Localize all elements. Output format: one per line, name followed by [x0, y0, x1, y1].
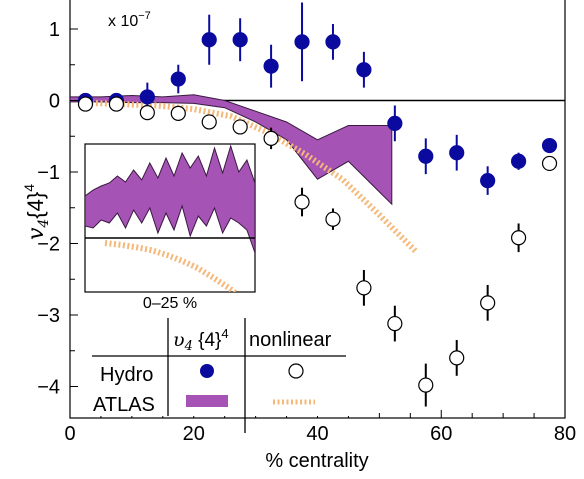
nonlinear-point: [232, 119, 248, 135]
atlas-band: [70, 94, 393, 206]
nonlinear-point: [201, 114, 217, 130]
nonlinear-series: [77, 96, 558, 407]
hydro-point: [201, 32, 217, 48]
hydro-point: [232, 32, 248, 48]
nonlinear-point: [510, 230, 527, 246]
legend-row-atlas: ATLAS: [93, 394, 155, 416]
legend-nonlinear-marker: [288, 363, 304, 379]
hydro-point: [325, 34, 341, 50]
y-tick-label: −2: [37, 234, 60, 256]
hydro-point: [510, 153, 527, 169]
y-tick-label: −3: [37, 305, 60, 327]
y-tick-label: −1: [37, 162, 60, 184]
nonlinear-point: [139, 105, 155, 121]
x-tick-label: 20: [183, 423, 205, 445]
nonlinear-point: [294, 194, 310, 210]
nonlinear-point: [418, 377, 434, 393]
legend-header-nonlinear: nonlinear: [249, 329, 332, 351]
x-tick-label: 0: [64, 423, 75, 445]
nonlinear-point: [170, 105, 186, 121]
y-tick-label: 1: [49, 19, 60, 41]
nonlinear-point: [449, 350, 465, 366]
hydro-point: [139, 89, 155, 105]
x-tick-label: 60: [430, 423, 452, 445]
nonlinear-point: [325, 211, 341, 227]
x-axis-title: % centrality: [265, 450, 368, 472]
legend-row-hydro: Hydro: [100, 364, 153, 386]
inset-plot: [85, 144, 255, 292]
inset-nonlinear-curve: [104, 240, 240, 292]
nonlinear-point: [480, 295, 496, 311]
inset-label: 0–25 %: [143, 295, 197, 312]
inset-band-area: [85, 144, 255, 254]
nonlinear-point: [77, 96, 94, 112]
x-tick-label: 80: [554, 423, 576, 445]
hydro-point: [294, 34, 310, 50]
nonlinear-point: [356, 280, 372, 296]
hydro-point: [480, 172, 496, 189]
legend-hydro-marker: [200, 364, 214, 378]
y-tick-label: 0: [49, 91, 60, 113]
atlas-band-area: [70, 94, 393, 206]
hydro-point: [387, 115, 403, 131]
legend: υ4 {4}4 nonlinear Hydro ATLAS: [92, 316, 354, 433]
nonlinear-point: [541, 155, 558, 172]
nonlinear-point: [387, 315, 403, 332]
x-tick-label: 40: [306, 423, 328, 445]
y-tick-label: −4: [37, 377, 60, 399]
y-axis-title: v4{4}4: [21, 184, 52, 240]
hydro-point: [263, 58, 279, 74]
nonlinear-point: [108, 96, 125, 112]
legend-atlas-band-swatch: [186, 395, 228, 407]
y-multiplier: x 10−7: [108, 10, 151, 30]
hydro-point: [356, 62, 372, 78]
atlas-nonlinear-line: [82, 99, 419, 255]
hydro-point: [541, 137, 558, 154]
hydro-point: [170, 71, 186, 87]
nonlinear-point: [263, 130, 279, 146]
hydro-point: [418, 148, 434, 164]
hydro-point: [449, 145, 465, 161]
y-axis-ticks: 1 0 −1 −2 −3 −4: [37, 19, 78, 399]
atlas-nonlinear-curve: [82, 99, 419, 255]
legend-header-v4: υ4 {4}4: [173, 326, 229, 354]
